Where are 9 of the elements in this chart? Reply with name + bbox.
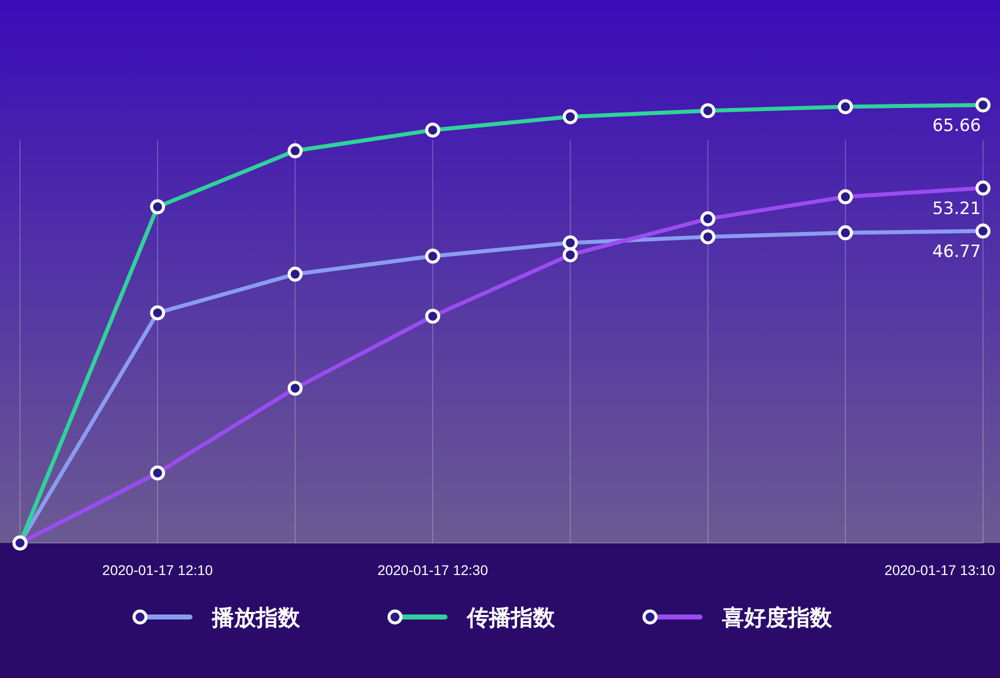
legend-label: 喜好度指数 [721, 605, 833, 631]
data-label: 53.21 [932, 199, 981, 220]
legend-label: 播放指数 [211, 606, 301, 631]
x-tick-label: 2020-01-17 12:10 [102, 562, 214, 578]
legend-label: 传播指数 [466, 606, 556, 631]
x-tick-label: 2020-01-17 13:10 [884, 562, 996, 578]
x-tick-label: 2020-01-17 12:30 [377, 562, 488, 578]
data-label: 65.66 [932, 116, 981, 136]
data-label: 46.77 [932, 242, 981, 262]
